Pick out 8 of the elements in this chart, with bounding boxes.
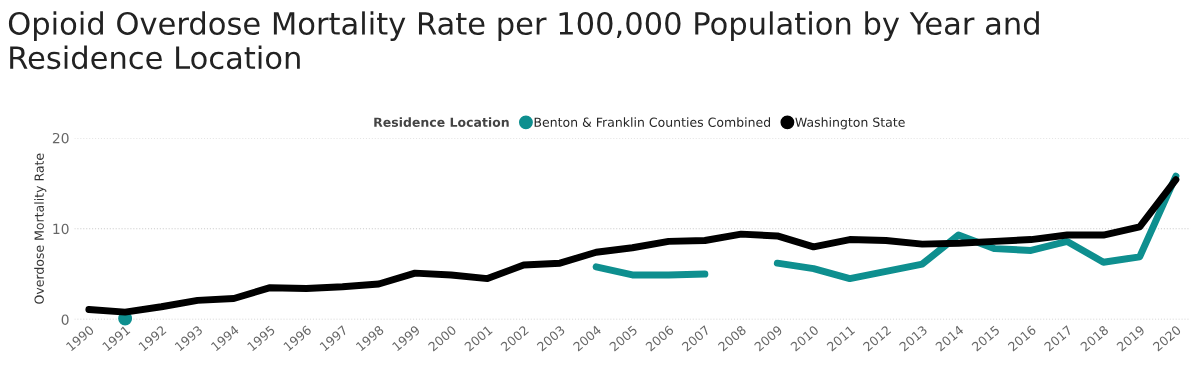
y-tick-label: 20 bbox=[52, 132, 69, 144]
y-tick-label: 0 bbox=[61, 314, 69, 325]
y-tick-label: 10 bbox=[53, 223, 69, 235]
legend-label: Benton & Franklin Counties Combined bbox=[534, 117, 771, 127]
legend-label: Washington State bbox=[795, 117, 905, 130]
chart-title: Opioid Overdose Mortality Rate per 100,000 Population by Year and Residence Location bbox=[8, 11, 1039, 70]
legend-title: Residence Location bbox=[374, 117, 509, 127]
y-axis-title: Overdose Mortality Rate bbox=[34, 153, 47, 304]
